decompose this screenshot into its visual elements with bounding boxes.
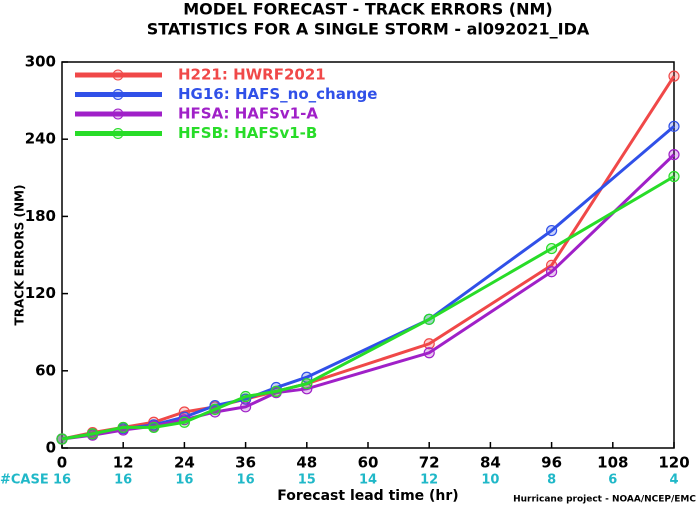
case-count: 16 bbox=[237, 473, 255, 488]
case-count: 16 bbox=[114, 473, 132, 488]
marker bbox=[668, 170, 680, 183]
series-line bbox=[61, 75, 676, 441]
marker bbox=[545, 224, 558, 237]
x-tick-label: 24 bbox=[174, 454, 195, 472]
x-tick-label: 0 bbox=[57, 454, 67, 472]
marker bbox=[148, 421, 160, 434]
marker bbox=[86, 428, 99, 440]
x-tick-label: 12 bbox=[113, 454, 134, 472]
x-tick-label: 96 bbox=[541, 454, 562, 472]
series-line bbox=[61, 125, 675, 441]
x-tick-label: 72 bbox=[419, 454, 440, 472]
marker bbox=[668, 120, 680, 132]
chart-title: MODEL FORECAST - TRACK ERRORS (NM) bbox=[183, 0, 552, 19]
case-count: 16 bbox=[175, 473, 193, 488]
x-tick-label: 36 bbox=[235, 454, 256, 472]
case-count: 12 bbox=[420, 473, 438, 488]
marker bbox=[423, 313, 435, 325]
y-tick-label: 120 bbox=[25, 284, 56, 302]
marker bbox=[301, 378, 313, 390]
case-count: 10 bbox=[481, 473, 499, 488]
y-tick-label: 300 bbox=[25, 53, 56, 71]
chart-subtitle: STATISTICS FOR A SINGLE STORM - al092021… bbox=[147, 20, 590, 39]
legend-marker bbox=[112, 89, 124, 100]
plot-frame bbox=[61, 61, 675, 449]
marker bbox=[423, 347, 435, 359]
marker bbox=[56, 433, 68, 445]
marker bbox=[240, 390, 252, 403]
legend-marker bbox=[112, 128, 124, 139]
marker bbox=[545, 266, 558, 278]
x-tick-label: 108 bbox=[597, 454, 628, 472]
y-tick-label: 0 bbox=[46, 439, 56, 457]
x-tick-label: 120 bbox=[658, 454, 689, 472]
y-tick-label: 240 bbox=[25, 130, 56, 148]
marker bbox=[240, 401, 252, 413]
marker bbox=[668, 70, 680, 82]
legend-label: HG16: HAFS_no_change bbox=[178, 85, 377, 103]
x-tick-label: 84 bbox=[480, 454, 501, 472]
marker bbox=[209, 403, 221, 415]
marker bbox=[270, 385, 282, 397]
series-line bbox=[61, 153, 676, 441]
case-count: 6 bbox=[608, 473, 617, 488]
marker bbox=[178, 416, 190, 428]
legend-label: HFSA: HAFSv1-A bbox=[178, 105, 318, 123]
case-count: 16 bbox=[53, 473, 71, 488]
case-count: 14 bbox=[359, 473, 377, 488]
case-count: 8 bbox=[547, 473, 556, 488]
x-tick-label: 60 bbox=[358, 454, 379, 472]
footer: Hurricane project - NOAA/NCEP/EMC bbox=[513, 495, 696, 505]
y-axis-label: TRACK ERRORS (NM) bbox=[13, 185, 27, 326]
y-tick-label: 60 bbox=[35, 361, 56, 379]
x-axis-label: Forecast lead time (hr) bbox=[277, 488, 458, 504]
legend-marker bbox=[112, 69, 124, 81]
case-count: 4 bbox=[669, 473, 678, 488]
marker bbox=[423, 338, 435, 350]
case-count: 15 bbox=[298, 473, 316, 488]
case-label: #CASE bbox=[0, 473, 49, 488]
marker bbox=[117, 421, 129, 434]
marker bbox=[545, 242, 558, 255]
marker bbox=[668, 149, 680, 161]
legend-label: HFSB: HAFSv1-B bbox=[178, 124, 317, 142]
x-tick-label: 48 bbox=[296, 454, 317, 472]
y-tick-label: 180 bbox=[25, 207, 56, 225]
legend-marker bbox=[112, 108, 124, 120]
legend-label: H221: HWRF2021 bbox=[178, 66, 326, 84]
